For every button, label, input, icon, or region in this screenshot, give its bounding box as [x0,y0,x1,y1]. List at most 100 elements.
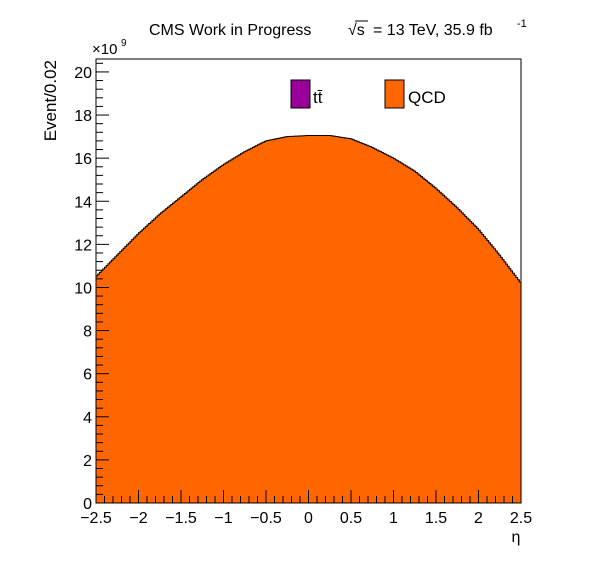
qcd-bin [148,223,151,503]
x-tick-label: 0 [304,510,313,527]
qcd-bin [196,183,199,503]
qcd-bin [335,136,338,503]
qcd-bin [487,240,490,503]
qcd-bin [386,155,389,503]
qcd-bin [476,228,480,503]
qcd-bin [417,173,420,504]
qcd-bin [269,140,272,503]
y-tick-label: 10 [74,280,92,297]
qcd-bin [211,172,214,503]
x-tick-label: −2 [129,510,147,527]
qcd-bin [369,146,372,503]
qcd-bin [502,259,505,503]
qcd-bin [364,144,367,503]
qcd-bin [378,150,381,503]
qcd-bin [271,139,274,503]
qcd-bin [114,256,117,503]
qcd-bin [170,204,174,503]
qcd-bin [308,135,311,503]
qcd-bin [189,189,192,503]
qcd-bin [165,208,168,503]
qcd-bin [485,238,488,503]
qcd-bin [430,184,434,504]
qcd-bin [274,139,277,503]
qcd-bin [328,135,332,503]
qcd-bin [515,277,519,503]
qcd-bin [388,155,391,503]
qcd-bin [429,183,432,503]
qcd-bin [305,135,308,503]
qcd-bin [291,136,294,503]
qcd-bin [368,145,371,504]
header-energy-lumi: = 13 TeV, 35.9 fb [373,22,493,39]
qcd-bin [519,282,522,503]
qcd-bin [427,182,430,503]
y-tick-label: 16 [74,151,92,168]
qcd-bin [432,186,435,503]
qcd-bin [471,223,474,504]
qcd-bin [104,267,107,503]
y-axis-label: Event/0.02 [41,60,60,141]
qcd-bin [216,168,219,503]
qcd-bin [107,263,111,503]
y-tick-label: 18 [74,108,92,125]
y-tick-label: 12 [74,237,92,254]
qcd-bin [109,262,112,503]
qcd-bin [113,258,116,503]
qcd-bin [218,167,221,503]
qcd-bin [339,137,342,503]
qcd-bin [468,219,471,504]
qcd-bin [201,179,204,503]
qcd-bin [247,149,250,504]
y-tick-label: 14 [74,194,92,211]
qcd-bin [136,234,140,504]
qcd-bin [451,203,454,503]
qcd-bin [198,182,201,503]
qcd-bin [470,221,473,503]
qcd-bin [106,265,109,503]
qcd-bin [145,226,148,503]
qcd-bin [192,186,196,503]
qcd-bin [232,158,235,503]
qcd-bin [138,232,141,504]
qcd-bin [243,151,247,503]
qcd-bin [379,151,383,503]
x-tick-label: 0.5 [340,510,362,527]
qcd-bin [123,248,126,503]
qcd-bin [311,135,315,503]
qcd-bin [288,136,291,503]
x-tick-label: 2 [474,510,483,527]
legend-label-ttbar: tt̄ [313,88,323,107]
qcd-bin [162,211,165,503]
legend-swatch-qcd [384,79,405,109]
qcd-bin [325,135,328,503]
qcd-bin [300,135,303,503]
qcd-bin [277,138,281,503]
y-tick-label: 20 [74,65,92,82]
qcd-bin [199,181,202,504]
qcd-bin [512,273,515,503]
histogram-bars [96,135,522,504]
qcd-bin [422,177,425,503]
qcd-bin [415,172,418,503]
qcd-bin [242,152,245,503]
qcd-bin [194,185,197,503]
qcd-bin [473,224,476,503]
qcd-bin [283,137,286,504]
x-tick-label: −0.5 [250,510,282,527]
qcd-bin [354,140,357,503]
qcd-bin [167,207,170,503]
header-sqrt-s: √s [348,22,365,39]
qcd-bin [124,246,128,503]
qcd-bin [340,137,344,503]
qcd-bin [279,137,282,503]
qcd-bin [257,144,260,503]
qcd-bin [209,173,213,504]
qcd-bin [187,190,191,503]
qcd-bin [439,192,442,503]
qcd-bin [240,153,243,504]
qcd-bin [453,204,456,504]
qcd-bin [228,160,231,504]
qcd-bin [225,163,228,503]
